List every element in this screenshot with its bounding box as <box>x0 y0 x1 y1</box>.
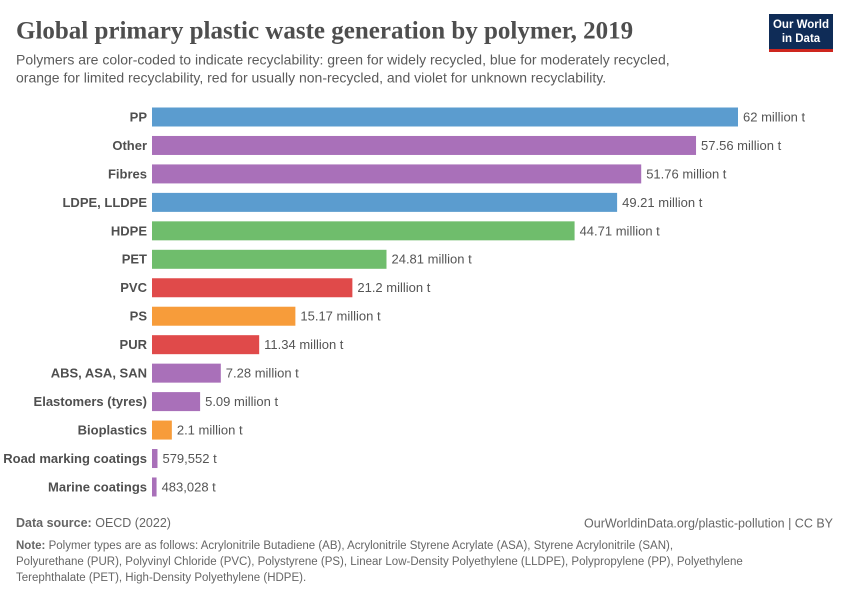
value-label: 62 million t <box>743 109 806 124</box>
bar <box>152 164 642 184</box>
category-label: PUR <box>120 337 148 352</box>
category-label: Marine coatings <box>48 479 147 494</box>
logo-text: in Data <box>782 33 821 45</box>
bar <box>152 306 296 326</box>
value-label: 2.1 million t <box>177 422 243 437</box>
source: Data source: OECD (2022) <box>16 516 171 530</box>
value-label: 57.56 million t <box>701 138 782 153</box>
logo[interactable]: Our World in Data <box>769 14 833 52</box>
bar <box>152 392 201 412</box>
subtitle: orange for limited recyclability, red fo… <box>16 70 606 86</box>
category-label: Road marking coatings <box>3 451 147 466</box>
category-label: PP <box>130 109 148 124</box>
bar <box>152 107 738 127</box>
value-label: 44.71 million t <box>580 223 661 238</box>
bar <box>152 192 618 212</box>
value-label: 5.09 million t <box>205 394 278 409</box>
note-text: Polymer types are as follows: Acrylonitr… <box>49 540 673 552</box>
value-label: 483,028 t <box>162 479 217 494</box>
category-label: PET <box>122 252 147 267</box>
category-label: Fibres <box>108 166 147 181</box>
category-label: Bioplastics <box>78 422 147 437</box>
value-label: 49.21 million t <box>622 195 703 210</box>
bar <box>152 449 158 469</box>
value-label: 51.76 million t <box>646 166 727 181</box>
logo-stripe <box>769 49 833 52</box>
source-label: Data source: <box>16 516 92 530</box>
bar <box>152 221 575 241</box>
category-label: LDPE, LLDPE <box>62 195 147 210</box>
bar <box>152 363 221 383</box>
note-label: Note: <box>16 540 45 552</box>
chart-title: Global primary plastic waste generation … <box>16 18 633 45</box>
bar <box>152 249 387 269</box>
value-label: 24.81 million t <box>391 252 472 267</box>
note-text: Terephthalate (PET), High-Density Polyet… <box>16 572 306 584</box>
value-label: 15.17 million t <box>300 309 381 324</box>
bar <box>152 278 353 298</box>
bar <box>152 477 157 497</box>
category-label: PS <box>130 309 148 324</box>
bar <box>152 420 172 440</box>
url[interactable]: OurWorldinData.org/plastic-pollution | C… <box>584 516 834 530</box>
category-label: Other <box>112 138 147 153</box>
logo-box <box>769 14 833 51</box>
category-label: ABS, ASA, SAN <box>51 366 147 381</box>
category-label: PVC <box>120 280 147 295</box>
value-label: 21.2 million t <box>357 280 430 295</box>
subtitle: Polymers are color-coded to indicate rec… <box>16 52 670 68</box>
logo-text: Our World <box>773 19 829 31</box>
note: Note: Polymer types are as follows: Acry… <box>16 540 673 552</box>
bar <box>152 335 260 355</box>
value-label: 7.28 million t <box>226 366 299 381</box>
source-text: OECD (2022) <box>95 516 171 530</box>
value-label: 11.34 million t <box>264 337 344 352</box>
category-label: Elastomers (tyres) <box>34 394 147 409</box>
note-text: Polyurethane (PUR), Polyvinyl Chloride (… <box>16 556 743 568</box>
value-label: 579,552 t <box>162 451 217 466</box>
category-label: HDPE <box>111 223 147 238</box>
bar <box>152 135 697 155</box>
